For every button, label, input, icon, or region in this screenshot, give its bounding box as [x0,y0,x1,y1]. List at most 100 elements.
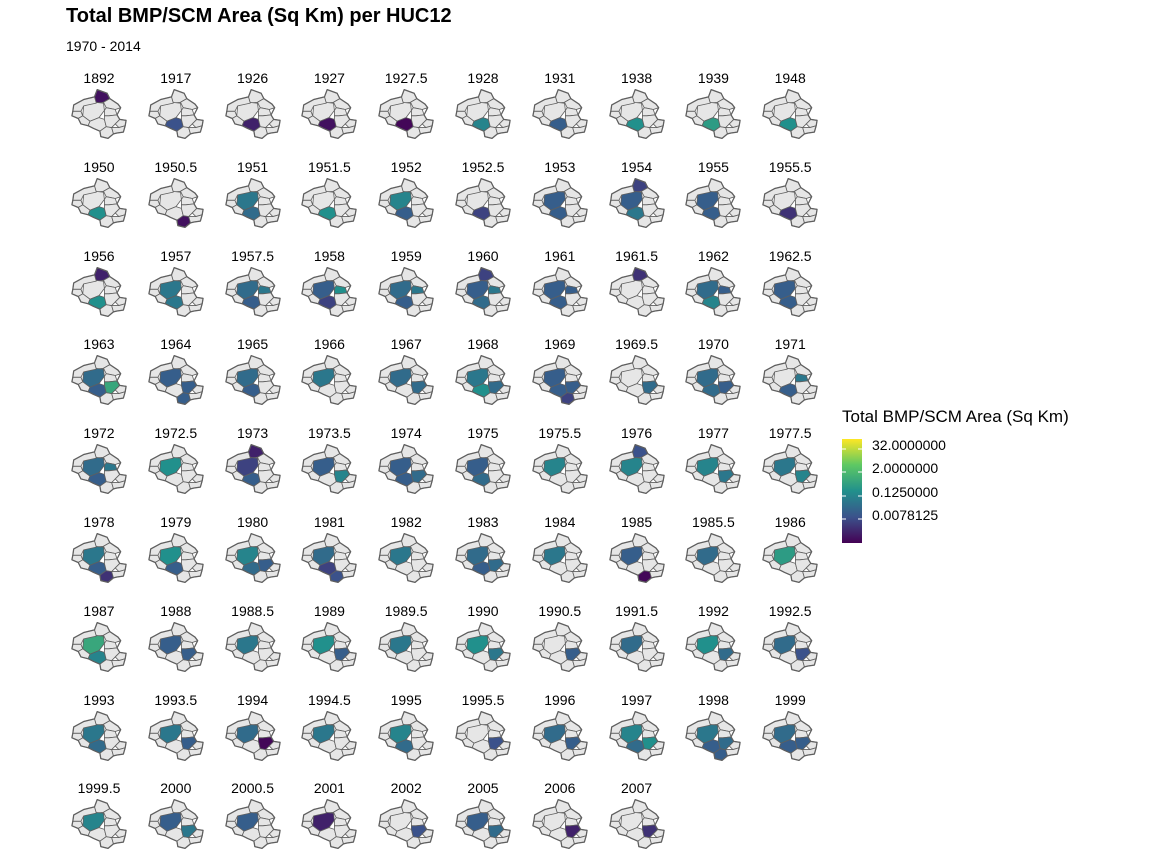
watershed-outline [762,177,818,228]
map-facet: 1977 [681,425,745,507]
facet-year-label: 1981 [313,514,345,530]
facet-year-label: 1994 [237,691,269,708]
page-subtitle: 1970 - 2014 [66,38,141,54]
watershed-map [301,799,358,850]
facet-year-label: 2005 [467,780,499,797]
map-facet: 1994 [221,692,285,774]
watershed-map [762,88,818,140]
facet-year-label: 1964 [160,336,192,353]
watershed-outline [532,88,588,140]
watershed-map [455,88,511,140]
facet-year-label: 1979 [160,514,192,530]
watershed-outline [532,177,588,228]
watershed-map [378,177,434,228]
watershed-outline [148,444,204,495]
watershed-outline [455,88,511,140]
watershed-map [378,532,434,584]
watershed-outline [301,799,358,850]
watershed-outline [532,621,588,672]
facet-year-label: 1948 [774,70,806,86]
facet-year-label: 1961 [544,247,576,264]
map-facet: 1965 [221,336,285,418]
watershed-map [301,266,358,317]
watershed-map [71,355,127,406]
facet-year-label: 1955.5 [768,158,812,175]
watershed-outline [148,177,204,228]
watershed-map [532,710,588,761]
watershed-outline [301,710,358,761]
watershed-outline [608,444,665,495]
map-facet: 1958 [297,248,361,330]
facet-year-label: 1974 [390,425,422,442]
watershed-outline [685,355,742,406]
facet-year-label: 1955 [697,158,729,175]
watershed-outline [301,266,358,317]
map-facet: 1968 [451,336,515,418]
watershed-outline [71,177,127,228]
watershed-map [455,177,511,228]
map-facet: 1986 [758,514,822,596]
watershed-map [224,88,281,140]
facet-year-label: 1988.5 [231,602,274,619]
watershed-map [685,621,742,672]
watershed-map [71,177,127,228]
watershed-outline [71,532,127,584]
watershed-map [71,621,127,672]
map-facet: 1983 [451,514,515,596]
facet-year-label: 1951.5 [307,158,351,175]
watershed-outline [224,532,281,584]
watershed-outline [685,532,742,584]
map-facet: 1999.5 [67,780,131,862]
watershed-map [224,355,281,406]
watershed-map [532,88,588,140]
facet-year-label: 1989.5 [384,602,428,619]
facet-year-label: 1931 [544,70,576,86]
facet-year-label: 1978 [83,514,115,530]
watershed-map [455,710,511,761]
facet-year-label: 1953 [544,158,576,175]
watershed-map [455,799,511,850]
watershed-map [608,710,665,761]
map-facet: 1963 [67,336,131,418]
watershed-outline [378,355,434,406]
map-facet: 1979 [144,514,208,596]
watershed-map [378,355,434,406]
watershed-map [685,532,742,584]
watershed-outline [532,266,588,317]
map-facet: 1927.5 [374,70,438,152]
map-facet: 1988 [144,603,208,685]
map-facet: 1980 [221,514,285,596]
legend-tick-label: 32.0000000 [872,437,946,453]
map-facet: 1959 [374,248,438,330]
watershed-outline [301,532,358,584]
map-facet: 1938 [605,70,669,152]
facet-year-label: 1995 [390,691,422,708]
watershed-outline [224,799,281,850]
facet-year-label: 1939 [697,70,729,86]
watershed-map [762,532,818,584]
map-facet: 1957 [144,248,208,330]
watershed-outline [378,177,434,228]
watershed-outline [455,799,511,850]
watershed-map [608,799,665,850]
watershed-map [608,177,665,228]
watershed-outline [378,532,434,584]
facet-year-label: 1994.5 [307,691,351,708]
watershed-map [685,444,742,495]
map-facet: 1969 [528,336,592,418]
map-facet: 2001 [297,780,361,862]
facet-year-label: 1969 [544,336,576,353]
watershed-map [455,444,511,495]
watershed-map [301,177,358,228]
facet-year-label: 1985 [621,514,653,530]
watershed-map [301,710,358,761]
watershed-map [532,799,588,850]
watershed-outline [532,355,588,406]
map-facet: 1992 [681,603,745,685]
facet-year-label: 1957 [160,247,192,264]
map-facet: 1975.5 [528,425,592,507]
map-facet: 2000 [144,780,208,862]
facet-year-label: 2006 [544,780,576,797]
map-facet: 1917 [144,70,208,152]
watershed-outline [685,266,742,317]
